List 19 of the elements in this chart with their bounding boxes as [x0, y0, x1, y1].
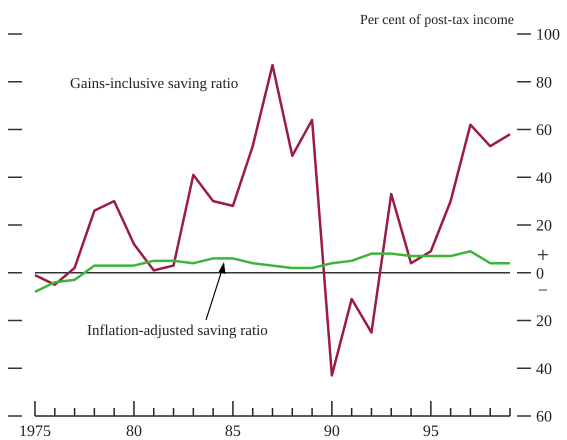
y-tick-label: 80: [536, 74, 552, 92]
x-tick-label: 1975: [19, 423, 51, 440]
y-tick-label: 20: [536, 218, 552, 235]
y-tick-label: 20: [536, 313, 552, 330]
y-tick-label: 100: [536, 26, 560, 44]
y-tick-label: 40: [536, 170, 552, 187]
x-tick-label: 80: [126, 423, 142, 440]
y-axis-title: Per cent of post-tax income: [360, 13, 514, 28]
y-tick-label: 60: [536, 408, 552, 426]
y-tick-label: 60: [536, 122, 552, 140]
y-tick-label: 40: [536, 360, 552, 378]
x-tick-label: 85: [224, 423, 241, 440]
series-label: Gains-inclusive saving ratio: [70, 76, 238, 92]
text: +: [536, 242, 550, 267]
text: −: [538, 280, 548, 300]
y-tick-label: 0: [536, 265, 544, 282]
x-tick-label: 90: [324, 423, 340, 440]
text: Inflation-adjusted saving ratio: [87, 323, 268, 339]
x-tick-label: 95: [422, 423, 439, 440]
